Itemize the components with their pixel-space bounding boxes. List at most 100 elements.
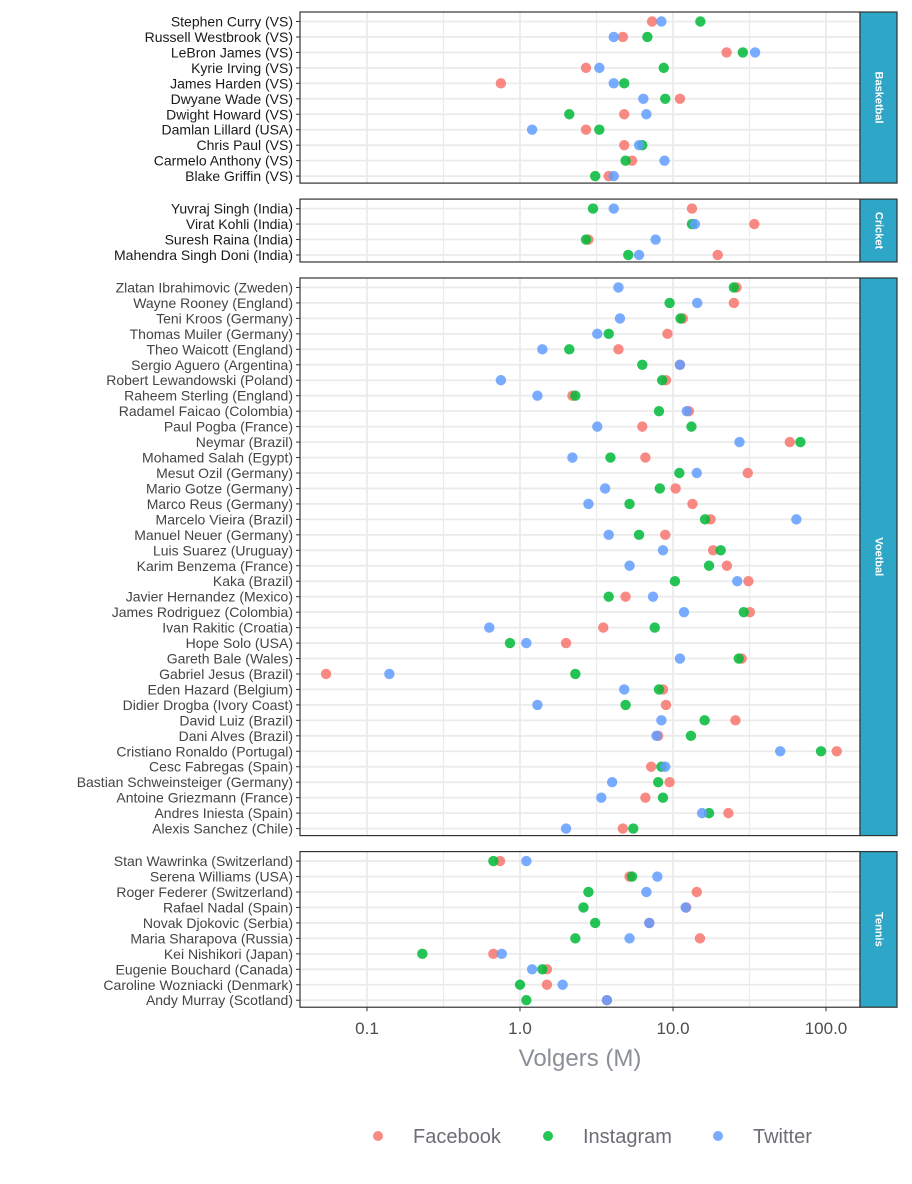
y-tick-label: James Harden (VS) — [170, 75, 293, 91]
y-tick-label: Maria Sharapova (Russia) — [130, 930, 293, 946]
y-tick-label: LeBron James (VS) — [171, 44, 293, 60]
point-facebook — [723, 807, 734, 819]
point-facebook — [674, 93, 686, 105]
facet-panels: Stephen Curry (VS)Russell Westbrook (VS)… — [77, 11, 898, 1008]
y-tick-label: Bastian Schweinsteiger (Germany) — [77, 774, 293, 790]
point-twitter — [674, 653, 686, 664]
y-tick-label: Cesc Fabregas (Spain) — [149, 759, 293, 775]
panel-background — [300, 277, 860, 836]
facet-strip — [859, 850, 898, 1008]
y-tick-label: Sergio Aguero (Argentina) — [131, 357, 293, 373]
point-twitter — [674, 359, 686, 370]
y-tick-label: Zlatan Ibrahimovic (Zweden) — [116, 279, 293, 295]
point-twitter — [681, 405, 692, 417]
point-facebook — [749, 218, 760, 230]
x-axis: 0.1 1.0 10.0 100.0 — [355, 1007, 847, 1038]
point-instagram — [649, 622, 660, 633]
point-instagram — [583, 886, 594, 898]
point-facebook — [541, 979, 553, 990]
y-tick-label: James Rodriguez (Colombia) — [112, 604, 293, 620]
point-facebook — [721, 47, 732, 58]
point-instagram — [815, 746, 827, 757]
point-twitter — [692, 297, 703, 309]
point-facebook — [691, 886, 702, 898]
legend-label: Instagram — [583, 1126, 672, 1148]
point-twitter — [659, 155, 670, 166]
point-twitter — [619, 684, 630, 695]
point-instagram — [589, 917, 601, 929]
point-facebook — [617, 823, 629, 834]
point-facebook — [831, 746, 842, 757]
point-twitter — [650, 234, 661, 245]
y-tick-label: Hope Solo (USA) — [186, 635, 293, 651]
point-instagram — [653, 684, 665, 695]
point-twitter — [656, 715, 667, 726]
point-twitter — [660, 761, 671, 772]
point-facebook — [619, 139, 630, 151]
y-tick-label: Rafael Nadal (Spain) — [163, 899, 293, 915]
panel-tennis: Stan Wawrinka (Switzerland)Serena Willia… — [103, 850, 898, 1008]
y-tick-label: Dani Alves (Brazil) — [179, 728, 293, 744]
point-twitter — [603, 529, 614, 541]
facet-strip-label: Tennis — [873, 912, 885, 947]
facet-strip-label: Voetbal — [873, 537, 885, 576]
facet-strip — [859, 198, 898, 263]
y-tick-label: Manuel Neuer (Germany) — [134, 527, 293, 543]
point-facebook — [728, 297, 740, 309]
point-instagram — [669, 576, 681, 587]
y-tick-label: Carmelo Anthony (VS) — [154, 153, 293, 169]
y-tick-label: Gabriel Jesus (Brazil) — [159, 666, 293, 682]
point-twitter — [678, 606, 690, 618]
point-twitter — [641, 886, 652, 898]
x-tick-label: 10.0 — [656, 1019, 689, 1038]
point-twitter — [560, 823, 572, 834]
panel-voetbal: Zlatan Ibrahimovic (Zweden)Wayne Rooney … — [77, 277, 898, 837]
point-facebook — [645, 761, 657, 772]
panel-background — [300, 851, 860, 1008]
point-twitter — [651, 730, 662, 742]
point-facebook — [640, 452, 651, 463]
y-tick-label: Serena Williams (USA) — [150, 869, 293, 885]
point-twitter — [521, 637, 532, 649]
y-tick-label: Novak Djokovic (Serbia) — [143, 915, 293, 931]
point-instagram — [795, 436, 806, 448]
point-twitter — [775, 746, 786, 757]
y-tick-label: Wayne Rooney (England) — [133, 295, 293, 311]
y-tick-label: Andres Iniesta (Spain) — [154, 805, 293, 821]
y-tick-label: Roger Federer (Switzerland) — [116, 884, 293, 900]
y-tick-label: Stan Wawrinka (Switzerland) — [114, 853, 293, 869]
point-facebook — [617, 31, 629, 43]
y-tick-label: Dwight Howard (VS) — [166, 106, 293, 122]
y-tick-label: Cristiano Ronaldo (Portugal) — [116, 743, 293, 759]
point-instagram — [564, 109, 575, 120]
y-tick-label: Teni Kroos (Germany) — [156, 310, 293, 326]
y-tick-label: Kei Nishikori (Japan) — [164, 946, 293, 962]
y-tick-label: Luis Suarez (Uruguay) — [153, 542, 293, 558]
point-instagram — [660, 93, 671, 105]
y-tick-label: Didier Drogba (Ivory Coast) — [123, 697, 293, 713]
panel-cricket: Yuvraj Singh (India)Virat Kohli (India)S… — [114, 198, 898, 263]
point-twitter — [606, 777, 618, 788]
point-facebook — [662, 328, 673, 340]
point-instagram — [686, 421, 697, 432]
point-facebook — [320, 668, 332, 680]
point-twitter — [689, 218, 701, 230]
y-tick-label: Mesut Ozil (Germany) — [156, 465, 293, 481]
point-facebook — [598, 622, 609, 633]
y-tick-label: Chris Paul (VS) — [197, 137, 293, 153]
point-instagram — [654, 483, 666, 494]
point-twitter — [526, 124, 538, 135]
point-instagram — [570, 933, 581, 944]
point-twitter — [656, 16, 667, 27]
point-instagram — [674, 467, 685, 479]
point-facebook — [694, 933, 706, 944]
point-instagram — [619, 78, 630, 89]
point-instagram — [580, 234, 592, 245]
legend-label: Facebook — [413, 1126, 502, 1148]
point-instagram — [488, 855, 499, 867]
point-instagram — [664, 297, 675, 309]
legend-key-twitter — [713, 1131, 723, 1141]
point-facebook — [660, 529, 671, 541]
y-tick-label: Gareth Bale (Wales) — [167, 651, 293, 667]
point-twitter — [557, 979, 568, 990]
